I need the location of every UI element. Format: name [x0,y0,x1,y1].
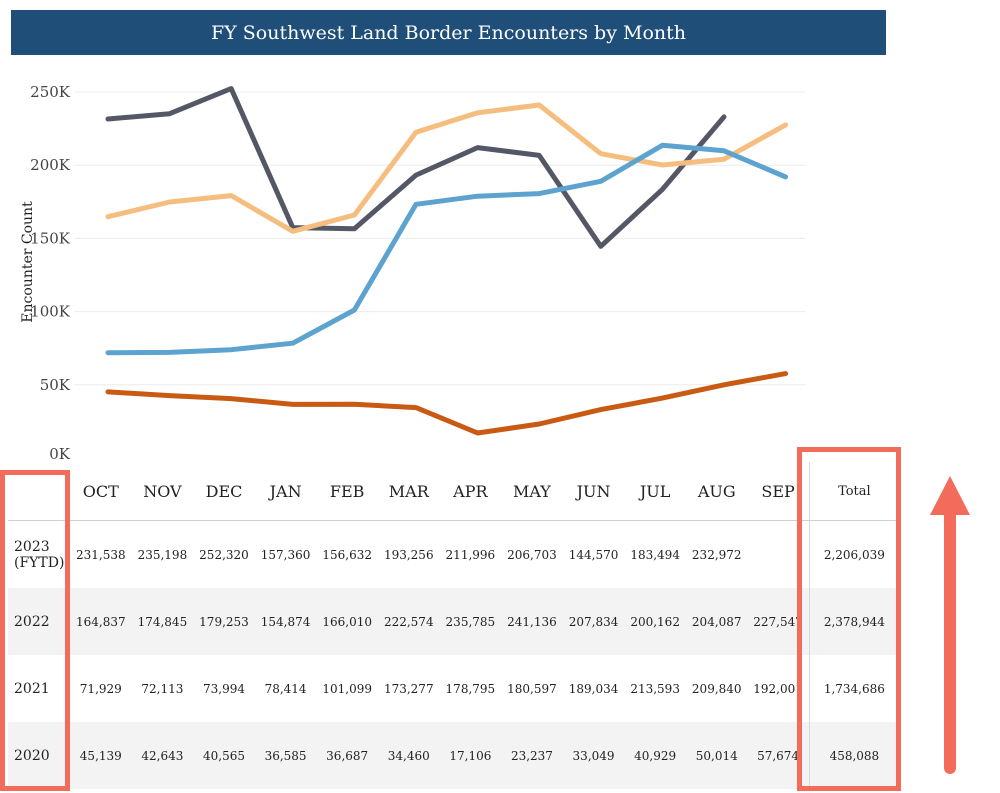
row-total: 2,206,039 [808,520,900,588]
table-header-month: JUL [624,462,686,521]
table-cell: 144,570 [568,547,619,562]
y-axis-label: Encounter Count [20,201,36,323]
table-cell: 34,460 [377,722,440,789]
table-header-month: OCT [70,462,132,521]
table-cell: 231,538 [75,547,126,562]
table-cell: 42,643 [131,722,194,789]
table-header-month: FEB [316,462,378,521]
table-cell: 33,049 [562,722,625,789]
table-cell: 78,414 [264,681,307,696]
series-line-2022 [105,102,789,234]
y-tick-label: 100K [30,303,71,321]
data-table: OCT NOV DEC JAN FEB MAR APR MAY JUN JUL AUG SEP Tota… [8,462,900,789]
table-cell: 189,034 [568,681,619,696]
table-cell: 166,010 [316,588,378,655]
y-tick-label: 150K [30,229,71,247]
gridlines [75,91,805,386]
table-header-month: JUN [562,462,625,521]
table-header-row: OCT NOV DEC JAN FEB MAR APR MAY JUN JUL AUG SEP Tota… [8,462,900,521]
table-cell: 73,994 [202,681,245,696]
table-cell: 156,632 [322,547,372,562]
table-header-total: Total [808,462,900,521]
table-cell: 192,001 [753,681,803,696]
table-cell: 204,087 [685,588,748,655]
table-cell: 101,099 [322,681,372,696]
row-year-label: 2020 [8,722,70,789]
table-cell: 235,198 [137,547,188,562]
y-tick-label: 50K [40,376,71,394]
table-header-month: APR [439,462,502,521]
y-tick-label: 250K [30,83,71,101]
row-total: 2,378,944 [808,588,900,655]
table-cell: 40,929 [624,722,686,789]
table-cell: 180,597 [507,681,557,696]
table-row: 2020 45,139 42,643 40,565 36,585 36,687 34,460… [8,722,900,789]
table-cell: 209,840 [691,681,742,696]
table-cell: 71,929 [79,681,122,696]
table-cell: 222,574 [377,588,440,655]
table-cell: 36,585 [254,722,317,789]
table-cell: 193,256 [383,547,434,562]
table-cell: 40,565 [193,722,255,789]
y-tick-label: 200K [30,156,71,174]
table-cell: 17,106 [439,722,502,789]
line-chart: 0K 50K 100K 150K 200K 250K Encounter Count [20,83,805,463]
table-cell: 157,360 [260,547,311,562]
up-arrow-icon [930,476,970,774]
table-row: 2023 (FYTD) 231,538 235,198 252,320 157,360 1… [8,520,900,588]
row-total: 458,088 [808,722,900,789]
table-cell: 173,277 [383,681,434,696]
table-cell: 206,703 [507,547,557,562]
row-year-label: 2022 [8,588,70,655]
table-header-month: MAR [377,462,440,521]
table-cell: 178,795 [445,681,496,696]
table-header-month: DEC [193,462,255,521]
table-cell: 207,834 [562,588,625,655]
table-cell: 252,320 [199,547,249,562]
table-row: 2021 71,929 72,113 73,994 78,414 101,099 173,2… [8,655,900,722]
series-line-2020 [105,371,789,436]
table-cell: 213,593 [630,681,680,696]
row-year-label: 2021 [14,680,50,697]
table-cell: 45,139 [70,722,132,789]
table-cell: 174,845 [131,588,194,655]
table-cell: 183,494 [630,547,680,562]
table-cell: 36,687 [316,722,378,789]
table-cell: 211,996 [445,547,496,562]
series-lines [105,86,789,436]
chart-title: FY Southwest Land Border Encounters by M… [11,10,886,55]
table-cell: 200,162 [624,588,686,655]
row-total: 1,734,686 [808,655,900,722]
table-header-month: MAY [501,462,563,521]
row-year-label: 2023 (FYTD) [14,538,65,571]
table-header-month: JAN [254,462,317,521]
series-line-2021 [105,142,789,356]
table-row: 2022 164,837 174,845 179,253 154,874 166,010 2… [8,588,900,655]
y-axis-ticks: 0K 50K 100K 150K 200K 250K [30,83,71,463]
total-column-highlight [797,447,901,791]
table-cell: 72,113 [141,681,184,696]
table-header-month: NOV [131,462,194,521]
table-cell: 164,837 [70,588,132,655]
series-line-2023 [105,86,727,249]
y-tick-label: 0K [49,445,71,463]
table-cell: 241,136 [501,588,563,655]
table-cell: 154,874 [254,588,317,655]
table-cell: 179,253 [193,588,255,655]
table-body: 2023 (FYTD) 231,538 235,198 252,320 157,360 1… [8,520,900,789]
table-cell: 50,014 [685,722,748,789]
table-header-month: AUG [685,462,748,521]
table-cell: 232,972 [691,547,742,562]
table-cell: 23,237 [501,722,563,789]
table-cell: 235,785 [439,588,502,655]
year-column-highlight [0,470,70,791]
